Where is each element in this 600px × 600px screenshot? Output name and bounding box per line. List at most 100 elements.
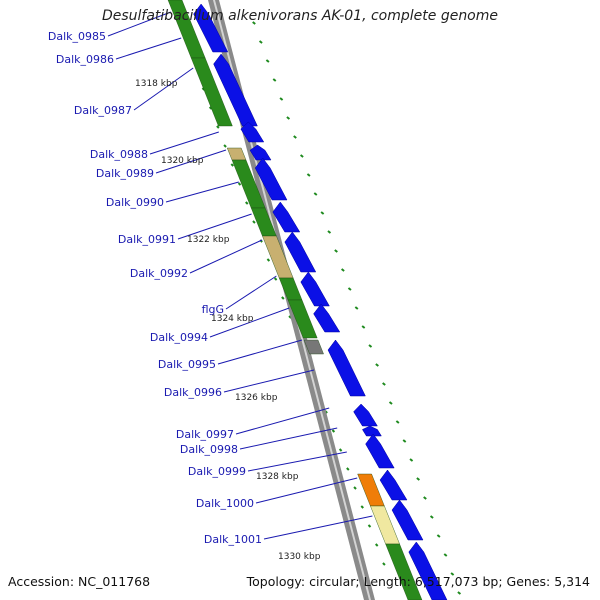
cds-arrow: [240, 121, 265, 143]
topology-text: Topology: circular; Length: 6,517,073 bp…: [246, 574, 590, 589]
gc-tick: [279, 97, 284, 101]
callout-line: [247, 451, 347, 472]
gc-tick: [299, 154, 304, 158]
gc-tick: [443, 553, 448, 557]
gc-tick: [360, 505, 364, 509]
kbp-label: 1326 kbp: [235, 393, 278, 403]
cds-arrow: [379, 469, 408, 501]
gene-label-dalk_0985: Dalk_0985: [48, 30, 106, 43]
feature-tracks: [167, 0, 448, 600]
gene-label-dalk_0991: Dalk_0991: [118, 233, 176, 246]
callout-line: [115, 37, 182, 60]
cds-arrow: [284, 231, 317, 273]
kbp-label: 1330 kbp: [278, 552, 321, 562]
gc-tick: [375, 363, 379, 367]
gene-label-dalk_0996: Dalk_0996: [164, 386, 222, 399]
gc-tick: [341, 268, 345, 272]
gc-skew-ticks: [201, 21, 462, 595]
gene-label-dalk_0988: Dalk_0988: [90, 148, 148, 161]
gc-tick: [436, 534, 441, 538]
callout-line: [263, 515, 373, 540]
gc-tick: [409, 458, 414, 462]
callout-line: [209, 307, 290, 338]
kbp-label: 1322 kbp: [187, 235, 230, 245]
gc-tick: [361, 325, 366, 329]
position-labels: 1318 kbp 1320 kbp 1322 kbp 1324 kbp 1326 kbp…: [135, 79, 321, 562]
gc-tick: [327, 230, 332, 234]
callout-line: [155, 149, 227, 174]
kbp-label: 1318 kbp: [135, 79, 178, 89]
gene-label-dalk_0995: Dalk_0995: [158, 358, 216, 371]
cds-arrow: [272, 201, 301, 233]
cog-segment: [226, 147, 247, 161]
gene-label-dalk_0990: Dalk_0990: [106, 196, 164, 209]
callout-line: [223, 369, 315, 393]
gene-labels: Dalk_0985 Dalk_0986 Dalk_0987 Dalk_0988 Dalk…: [48, 30, 262, 546]
gc-tick: [367, 524, 372, 528]
accession-text: Accession: NC_011768: [8, 574, 151, 589]
gc-tick: [252, 220, 256, 224]
gc-tick: [320, 211, 325, 215]
cog-segment: [287, 299, 318, 339]
callout-line: [255, 477, 358, 504]
callout-line: [217, 339, 303, 365]
gc-tick: [223, 144, 227, 148]
callout-line: [165, 181, 239, 203]
callout-line: [107, 11, 171, 37]
cds-arrow: [193, 3, 229, 53]
gc-tick: [423, 496, 427, 500]
callout-line: [149, 131, 219, 155]
gc-tick: [272, 78, 277, 82]
callout-line: [177, 213, 252, 240]
gc-tick: [331, 429, 336, 433]
gc-tick: [374, 543, 379, 547]
gc-tick: [258, 40, 263, 44]
gc-tick: [395, 420, 400, 424]
callout-line: [189, 239, 263, 274]
gc-tick: [450, 572, 455, 576]
cds-arrow: [353, 403, 378, 427]
cds-arrow: [327, 339, 366, 397]
gc-tick: [353, 486, 357, 490]
kbp-label: 1324 kbp: [211, 314, 254, 324]
gc-tick: [230, 163, 235, 167]
cog-segment: [385, 543, 423, 600]
gene-label-dalk_0999: Dalk_0999: [188, 465, 246, 478]
gc-tick: [265, 59, 270, 63]
gc-tick: [354, 306, 359, 310]
gene-label-dalk_0989: Dalk_0989: [96, 167, 154, 180]
gene-label-dalk_0997: Dalk_0997: [176, 428, 234, 441]
cds-arrow: [365, 433, 395, 469]
gc-tick: [368, 344, 373, 348]
gc-tick: [346, 467, 350, 471]
map-title: Desulfatibacillum alkenivorans AK-01, co…: [101, 8, 499, 24]
gc-tick: [416, 477, 421, 481]
gc-tick: [266, 258, 271, 262]
gc-tick: [402, 439, 407, 443]
cds-arrow: [254, 157, 288, 201]
cds-arrow: [213, 53, 258, 127]
gene-label-dalk_0987: Dalk_0987: [74, 104, 132, 117]
kbp-label: 1320 kbp: [161, 156, 204, 166]
gc-tick: [313, 192, 318, 196]
cds-arrow: [391, 499, 424, 541]
kbp-label: 1328 kbp: [256, 472, 299, 482]
gc-tick: [338, 448, 343, 452]
label-callouts: [107, 11, 373, 540]
gc-tick: [429, 515, 434, 519]
gc-tick: [245, 201, 249, 205]
callout-line: [239, 427, 338, 450]
gc-tick: [216, 125, 220, 129]
gc-tick: [293, 135, 297, 139]
gc-tick: [382, 562, 386, 566]
gene-label-dalk_1001: Dalk_1001: [204, 533, 262, 546]
gc-tick: [286, 116, 291, 120]
callout-line: [235, 407, 330, 435]
gc-tick: [347, 287, 352, 291]
gene-label-dalk_0986: Dalk_0986: [56, 53, 114, 66]
gc-tick: [382, 382, 386, 386]
gc-tick: [388, 401, 393, 405]
gene-label-dalk_0992: Dalk_0992: [130, 267, 188, 280]
